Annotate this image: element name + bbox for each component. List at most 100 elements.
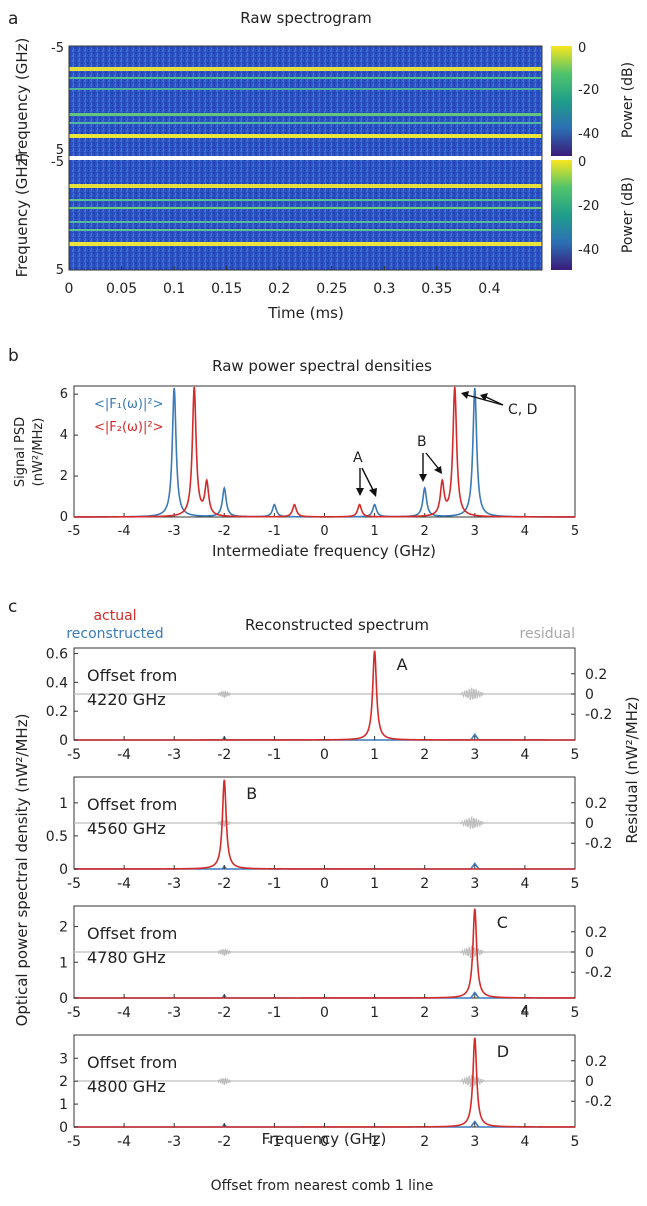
xtick-label: -1 <box>267 1134 281 1150</box>
annotation-a: A <box>353 450 377 497</box>
b-xtick-label: 0 <box>320 524 328 539</box>
panel-a-xlabel: Time (ms) <box>267 304 344 322</box>
offset-line-1: Offset from <box>87 795 177 814</box>
panel-a-title: Raw spectrogram <box>240 9 372 27</box>
series-f2-line <box>74 386 575 518</box>
panel-c-letter: c <box>8 597 17 617</box>
a-xtick-label: 0.4 <box>478 281 500 297</box>
panel-b-ylabel-1: Signal PSD <box>13 417 28 487</box>
xtick-label: -2 <box>217 1134 231 1150</box>
peak-label: D <box>497 1042 509 1061</box>
right-tick-label: 0 <box>585 1074 594 1090</box>
subplot-2: 1 0.5 0 0.2 0 -0.2 -5 -4 -3 -2 -1 0 1 2 3 4 5 Offset from… <box>46 776 612 892</box>
xtick-label: 1 <box>370 1134 379 1150</box>
legend-reconstructed: reconstructed <box>66 626 163 642</box>
b-xtick-label: -4 <box>118 524 131 539</box>
right-tick-label: 0.2 <box>585 1054 607 1070</box>
right-tick-label: 0.2 <box>585 925 607 941</box>
colorbar-top-label: Power (dB) <box>620 62 636 138</box>
b-ytick-label: 6 <box>60 387 68 402</box>
ytick-label: 2 <box>59 1074 68 1090</box>
xtick-label: 3 <box>470 1134 479 1150</box>
xtick-label: -4 <box>117 876 131 892</box>
a-xtick-label: 0 <box>65 281 74 297</box>
xtick-label: 0 <box>320 747 329 763</box>
xtick-label: 2 <box>420 747 429 763</box>
b-xtick-label: -2 <box>218 524 231 539</box>
offset-line-1: Offset from <box>87 924 177 943</box>
xtick-label: -3 <box>167 876 181 892</box>
panel-b-letter: b <box>8 346 19 366</box>
xtick-label: -4 <box>117 747 131 763</box>
colorbar-bottom-label: Power (dB) <box>620 177 636 253</box>
panel-c-footer: Offset from nearest comb 1 line <box>211 1178 434 1194</box>
xtick-label: -5 <box>67 747 81 763</box>
spectrogram-bottom <box>69 160 542 270</box>
xtick-label: 0 <box>320 876 329 892</box>
offset-line-2: 4220 GHz <box>87 690 166 709</box>
xtick-label: -3 <box>167 747 181 763</box>
offset-line-2: 4800 GHz <box>87 1077 166 1096</box>
xtick-label: 1 <box>370 876 379 892</box>
xtick-label: -1 <box>267 876 281 892</box>
right-tick-label: 0 <box>585 687 594 703</box>
ytick-top-max: 5 <box>56 143 64 158</box>
xtick-label: 4 <box>520 1134 529 1150</box>
a-xtick-label: 0.05 <box>106 281 137 297</box>
ytick-label: 0 <box>59 733 68 749</box>
right-tick-label: -0.2 <box>585 707 612 723</box>
b-xtick-label: 2 <box>421 524 429 539</box>
right-tick-label: 0 <box>585 945 594 961</box>
panel-a-ylabel-top: Frequency (GHz) <box>13 38 31 163</box>
legend-actual: actual <box>93 608 136 624</box>
b-xtick-label: 5 <box>571 524 579 539</box>
b-ytick-label: 2 <box>60 469 68 484</box>
xtick-label: 4 <box>520 747 529 763</box>
subplot-3: 2 1 0 0.2 0 -0.2 -5 -4 -3 -2 -1 0 1 2 3 4 5 Offset from 47… <box>59 905 612 1021</box>
panel-c-subplots: 0.6 0.4 0.2 0 0.2 0 -0.2 -5 -4 -3 -2 -1 0 1 2 3 4 5 Offset… <box>46 647 613 1150</box>
xtick-label: 2 <box>420 1134 429 1150</box>
xtick-label: 2 <box>420 1005 429 1021</box>
xtick-label: -3 <box>167 1005 181 1021</box>
b-ytick-label: 4 <box>60 428 68 443</box>
ytick-label: 1 <box>59 955 68 971</box>
ytick-label: 0 <box>59 862 68 878</box>
ytick-label: 1 <box>59 796 68 812</box>
b-xtick-label: -1 <box>268 524 281 539</box>
a-xtick-label: 0.3 <box>373 281 395 297</box>
cbar-bottom-tick-2: -40 <box>578 243 599 258</box>
ytick-label: 3 <box>59 1051 68 1067</box>
subplot-1: 0.6 0.4 0.2 0 0.2 0 -0.2 -5 -4 -3 -2 -1 0 1 2 3 4 5 Offset… <box>46 647 613 763</box>
xtick-label: -5 <box>67 1134 81 1150</box>
residual-line <box>74 1074 575 1087</box>
colorbar-bottom: 0 -20 -40 Power (dB) <box>551 155 636 270</box>
a-xtick-label: 0.1 <box>163 281 185 297</box>
xtick-label: 5 <box>571 1134 580 1150</box>
ytick-label: 0.6 <box>46 647 68 663</box>
residual-line <box>74 687 575 700</box>
b-xtick-label: 3 <box>471 524 479 539</box>
legend-residual: residual <box>520 626 575 642</box>
a-xtick-label: 0.25 <box>316 281 347 297</box>
xtick-label: -1 <box>267 747 281 763</box>
panel-b: b Raw power spectral densities -5 -4 -3 -2-… <box>8 346 579 560</box>
a-xtick-label: 0.35 <box>421 281 452 297</box>
panel-b-xlabel: Intermediate frequency (GHz) <box>212 542 436 560</box>
legend-f2: <|F₂(ω)|²> <box>94 420 163 435</box>
panel-b-y-ticks: 0 2 4 6 <box>60 387 78 525</box>
xtick-label: -5 <box>67 1005 81 1021</box>
xtick-label: 1 <box>370 747 379 763</box>
subplot-4: 3 2 1 0 0.2 0 -0.2 -5 -4 -3 -2 -1 0 1 2 3 4 5 Offset from 4… <box>59 1034 612 1150</box>
right-tick-label: 0 <box>585 816 594 832</box>
cbar-bottom-tick-1: -20 <box>578 199 599 214</box>
right-tick-label: -0.2 <box>585 965 612 981</box>
b-xtick-label: 1 <box>370 524 378 539</box>
legend-f1: <|F₁(ω)|²> <box>94 397 163 412</box>
ytick-label: 0 <box>59 1120 68 1136</box>
ytick-label: 0.5 <box>46 829 68 845</box>
panel-c-ylabel-left: Optical power spectral density (nW²/MHz) <box>13 714 31 1027</box>
panel-c: c actual reconstructed Reconstructed spe… <box>8 597 641 1194</box>
panel-a: a Raw spectrogram Frequency (GHz) Freque… <box>8 9 636 322</box>
a-xtick-label: 0.15 <box>211 281 242 297</box>
right-tick-label: 0.2 <box>585 796 607 812</box>
